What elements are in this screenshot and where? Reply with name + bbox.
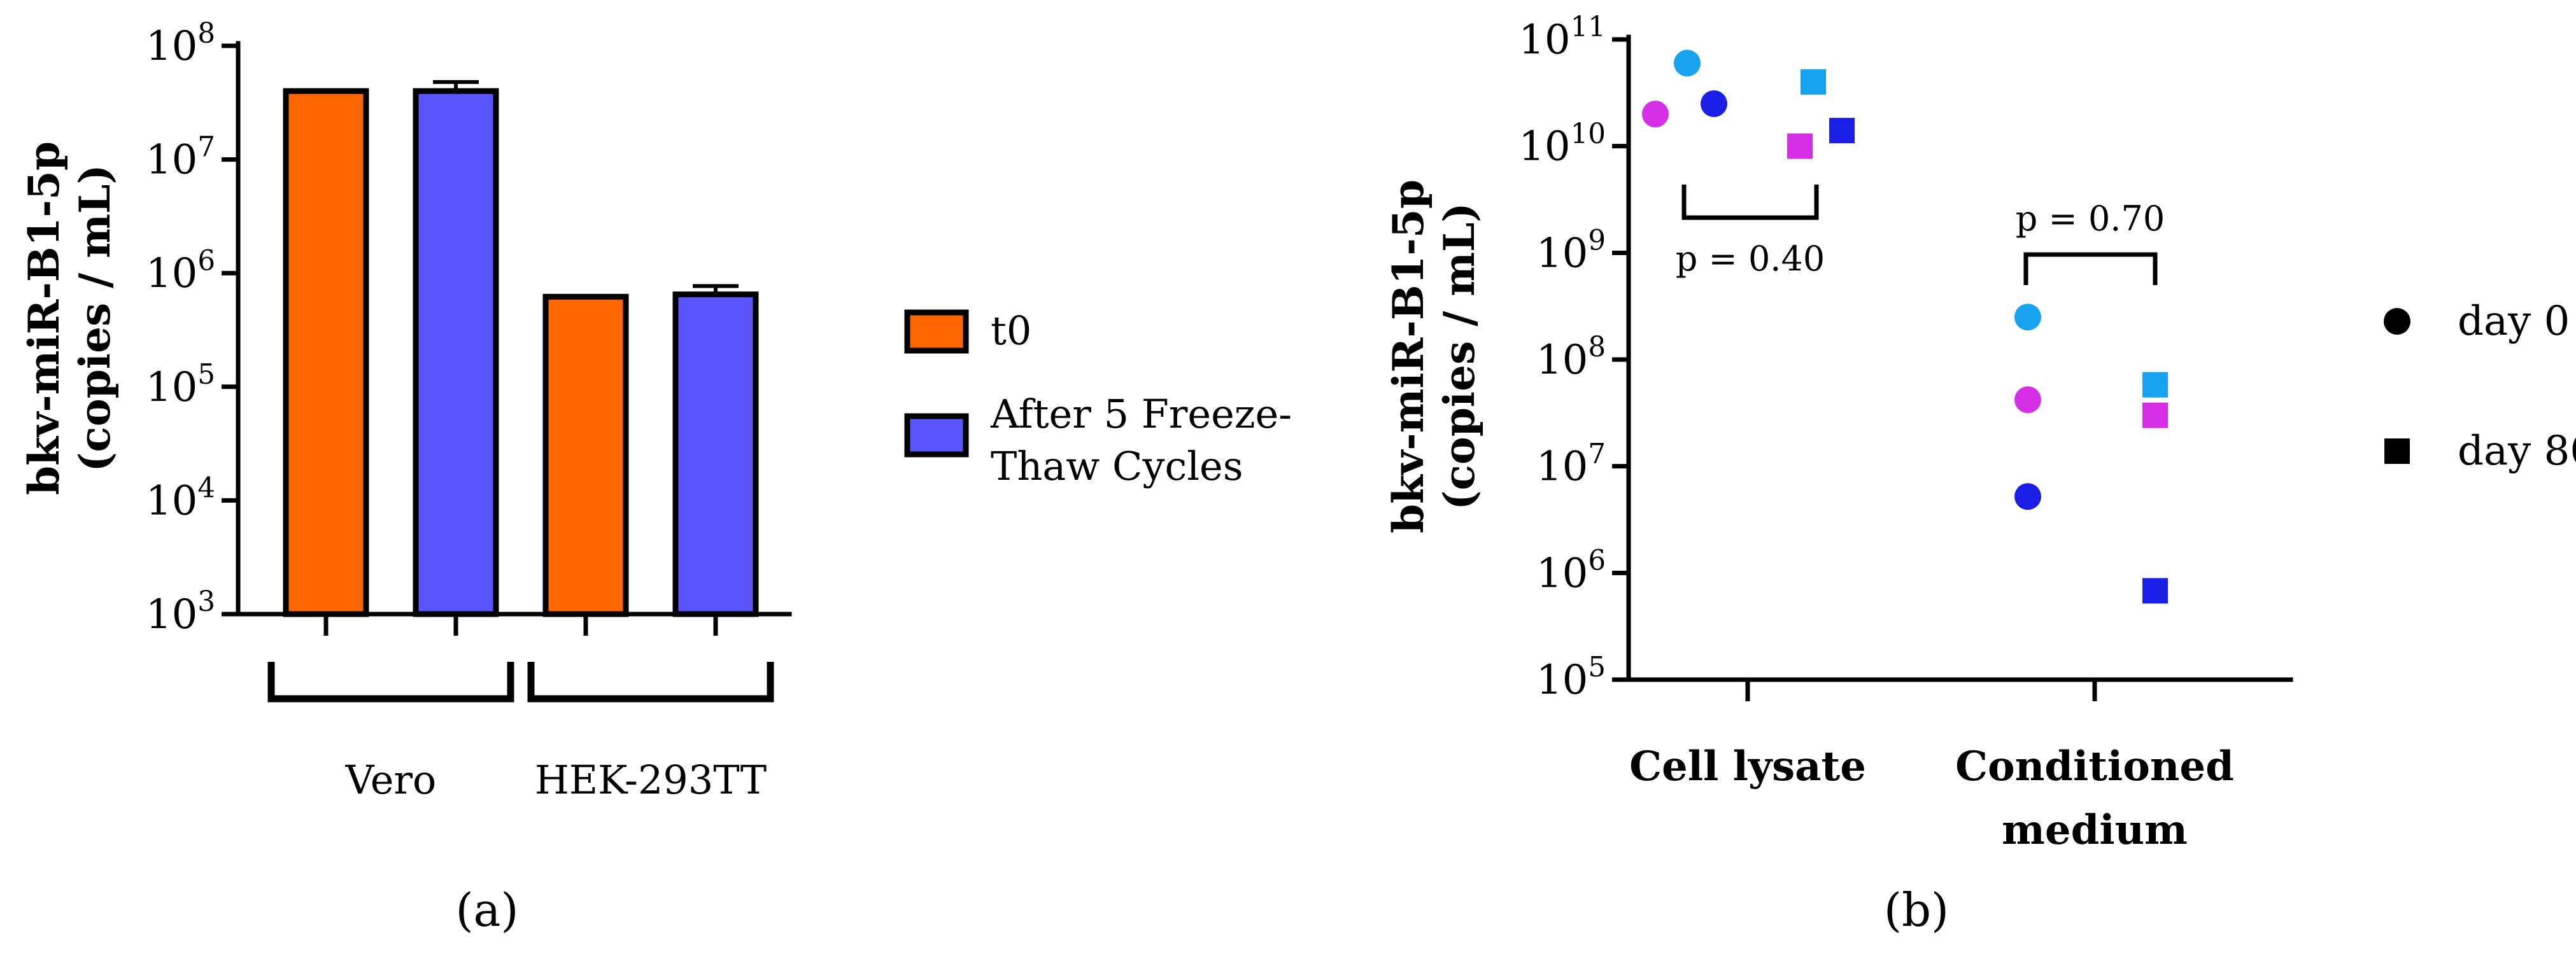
panel-a-group-bracket <box>527 662 774 703</box>
panel-b-pvalue-bracket <box>1681 185 1819 220</box>
panel-a-legend-label-line1: After 5 Freeze- <box>990 391 1292 437</box>
panel-b-y-tick-label: 1010 <box>1518 118 1606 171</box>
panel-b-point-lysate-day80-r2 <box>1801 69 1826 95</box>
panel-b-legend-label: day 0 <box>2458 298 2570 345</box>
panel-b-category-label: medium <box>2002 806 2188 854</box>
panel-b-y-tick-label: 108 <box>1536 332 1606 384</box>
panel-b-pvalue-label: p = 0.70 <box>2016 199 2165 239</box>
panel-a-y-label-line1: bkv-miR-B1-5p <box>19 141 69 495</box>
panel-a-bar-vero-freeze-thaw <box>413 88 499 617</box>
panel-a-group-bracket <box>267 662 514 703</box>
panel-b-category-label: Cell lysate <box>1629 743 1866 790</box>
panel-b-y-tick-label: 105 <box>1536 652 1606 704</box>
panel-a-y-tick-label-base: 10 <box>146 137 197 184</box>
panel-b-category-label: Conditioned <box>1955 743 2234 790</box>
panel-a-legend-label: t0 <box>991 307 1031 354</box>
panel-a-y-tick-label-exponent: 4 <box>197 473 215 505</box>
panel-a-y-tick-label: 103 <box>146 586 215 638</box>
panel-a-legend-swatch <box>904 309 969 354</box>
panel-a-group-label: HEK-293TT <box>535 757 767 803</box>
panel-a-y-tick-label: 107 <box>146 132 215 184</box>
panel-a-legend-swatch <box>904 413 969 458</box>
panel-a-bar-hek-293tt-t0 <box>542 293 629 617</box>
panel-a-y-tick-label-base: 10 <box>146 250 197 297</box>
panel-b-point-medium-day80-r2 <box>2142 402 2168 428</box>
panel-b-pvalue-bracket <box>2023 252 2158 285</box>
panel-a-y-tick-label: 106 <box>146 245 215 297</box>
panel-a-y-tick-label-exponent: 6 <box>197 245 215 277</box>
panel-b-y-tick-label-exponent: 11 <box>1571 11 1606 43</box>
panel-b-y-axis-label: bkv-miR-B1-5p(copies / mL) <box>1384 179 1484 533</box>
panel-b-legend-label: day 80 <box>2458 428 2576 475</box>
panel-a-bar-vero-t0 <box>283 88 369 617</box>
panel-b-y-tick-label: 107 <box>1536 438 1606 491</box>
panel-b-label: (b) <box>1884 883 1949 937</box>
panel-b-y-tick-label-base: 10 <box>1536 337 1588 384</box>
panel-b-legend-circle <box>2384 308 2410 335</box>
panel-a-y-tick-label-exponent: 7 <box>197 132 215 164</box>
panel-b-y-tick-label-exponent: 10 <box>1571 118 1606 150</box>
panel-a-y-tick-label: 105 <box>146 359 215 411</box>
panel-b-y-tick-label-exponent: 5 <box>1588 652 1606 683</box>
panel-b-y-tick-label-base: 10 <box>1536 657 1588 704</box>
panel-a-y-tick-label-exponent: 3 <box>197 586 215 618</box>
panel-a-label: (a) <box>455 883 518 937</box>
panel-a-y-tick-label-exponent: 8 <box>197 18 215 50</box>
panel-b-legend-square <box>2384 438 2410 464</box>
panel-a-group-label: Vero <box>345 757 437 803</box>
panel-b-point-lysate-day0-r2 <box>1674 50 1701 77</box>
panel-b-y-tick-label-base: 10 <box>1518 123 1570 171</box>
panel-b-y-tick-label-base: 10 <box>1536 230 1588 277</box>
panel-a-y-tick-label: 104 <box>146 473 215 525</box>
panel-a-y-tick-label-base: 10 <box>146 477 197 524</box>
panel-b-point-medium-day0-r3 <box>2014 483 2041 510</box>
panel-b-pvalue-label: p = 0.40 <box>1676 239 1825 279</box>
panel-b-point-lysate-day0-r1 <box>1642 101 1669 128</box>
panel-a-y-tick-label-base: 10 <box>146 591 197 638</box>
panel-b-point-medium-day80-r3 <box>2142 578 2168 604</box>
panel-b-y-label-line2: (copies / mL) <box>1434 202 1484 510</box>
panel-b-y-tick-label-base: 10 <box>1536 444 1588 491</box>
panel-a-y-tick-label: 108 <box>146 18 215 70</box>
panel-b-point-lysate-day80-r1 <box>1787 133 1813 159</box>
panel-b-y-tick-label-exponent: 6 <box>1588 545 1606 577</box>
panel-b-y-tick-label-exponent: 8 <box>1588 332 1606 363</box>
panel-b-y-tick-label-base: 10 <box>1536 550 1588 597</box>
panel-b-y-tick-label-base: 10 <box>1518 17 1570 64</box>
panel-b-point-lysate-day80-r3 <box>1829 118 1855 144</box>
panel-a-bar-hek-293tt-freeze-thaw <box>672 291 759 617</box>
panel-a-legend-label-line2: Thaw Cycles <box>991 443 1243 489</box>
panel-a-y-axis-label: bkv-miR-B1-5p(copies / mL) <box>19 141 120 495</box>
panel-b-point-medium-day0-r1 <box>2014 304 2041 331</box>
panel-a-y-tick-label-exponent: 5 <box>197 359 215 391</box>
panel-b-y-tick-label-exponent: 9 <box>1588 225 1606 256</box>
panel-b-y-tick-label: 106 <box>1536 545 1606 597</box>
panel-b-point-medium-day0-r2 <box>2014 386 2041 414</box>
panel-a-y-tick-label-base: 10 <box>146 364 197 411</box>
panel-b-point-medium-day80-r1 <box>2142 372 2168 398</box>
panel-b-y-tick-label: 109 <box>1536 225 1606 277</box>
panel-a-y-tick-label-base: 10 <box>146 23 197 70</box>
panel-b-point-lysate-day0-r3 <box>1701 90 1727 117</box>
panel-b-y-tick-label-exponent: 7 <box>1588 438 1606 470</box>
panel-b-y-tick-label: 1011 <box>1518 11 1606 64</box>
panel-a-y-label-line2: (copies / mL) <box>70 164 120 472</box>
panel-b-y-label-line1: bkv-miR-B1-5p <box>1384 179 1433 533</box>
